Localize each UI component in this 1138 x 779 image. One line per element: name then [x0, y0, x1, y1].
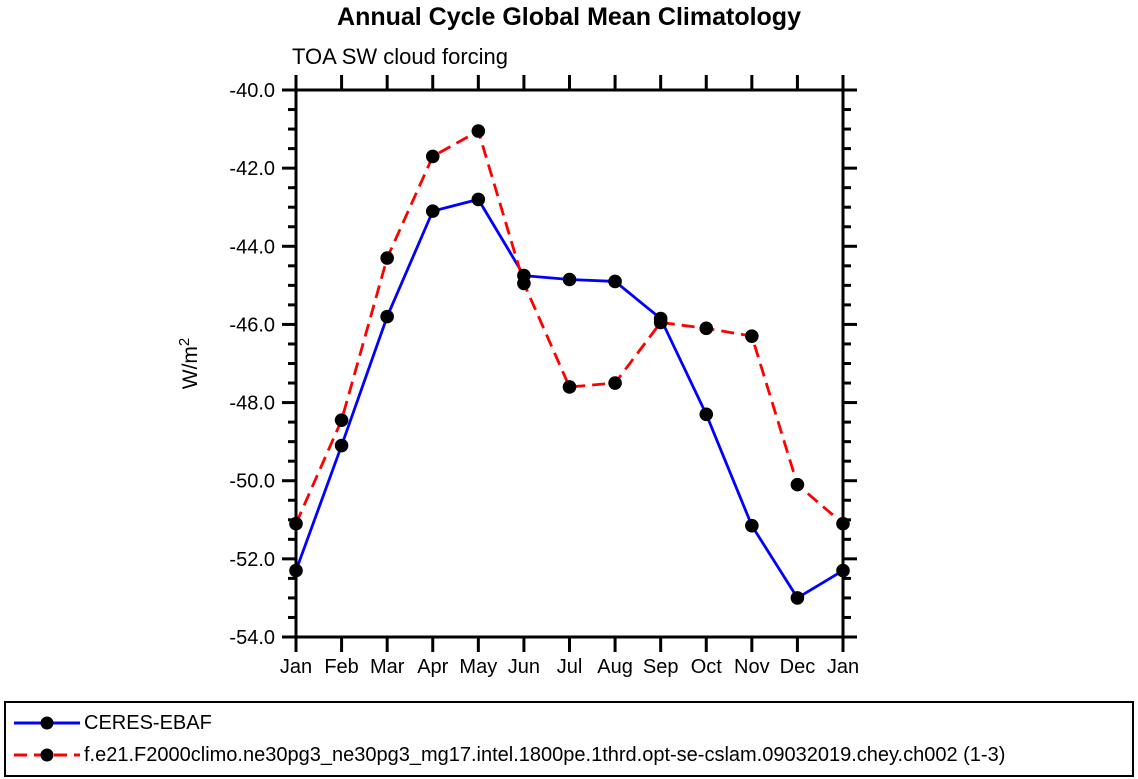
series-line-ceres-ebaf — [294, 197, 844, 600]
data-point-marker — [289, 516, 303, 531]
x-tick-label: Oct — [691, 656, 723, 678]
data-point-marker — [699, 321, 714, 336]
data-point-marker — [517, 276, 531, 291]
x-tick-label: Feb — [324, 656, 358, 678]
data-point-marker — [334, 413, 349, 427]
x-tick-label: Nov — [734, 656, 770, 678]
x-tick-label: Jan — [280, 656, 312, 678]
data-point-marker — [790, 591, 805, 605]
data-point-marker — [699, 407, 714, 422]
y-tick-label: -48.0 — [229, 393, 275, 415]
legend-marker-dot-icon — [40, 748, 54, 762]
y-tick-label: -46.0 — [229, 314, 275, 336]
y-tick-label: -40.0 — [229, 80, 275, 102]
y-tick-label: -44.0 — [229, 236, 275, 258]
plot-frame — [294, 88, 845, 639]
data-point-marker — [653, 315, 668, 330]
data-point-marker — [289, 563, 303, 578]
data-point-marker — [745, 329, 759, 343]
data-point-marker — [745, 518, 759, 533]
x-tick-label: Jun — [508, 656, 540, 678]
data-point-marker — [425, 204, 440, 218]
data-point-marker — [380, 251, 394, 265]
y-tick-label: -52.0 — [229, 549, 275, 571]
chart-title: Annual Cycle Global Mean Climatology — [337, 3, 801, 31]
chart-subtitle: TOA SW cloud forcing — [292, 44, 509, 69]
x-tick-label: Sep — [643, 656, 679, 678]
series-line-model — [294, 129, 844, 525]
annual-cycle-line-chart: -40.0 -42.0 -44.0 -46.0 -48.0 -50.0 -52.0 -54.0… — [176, 75, 859, 678]
x-tick-label: Jan — [827, 656, 859, 678]
data-point-marker — [425, 149, 440, 164]
legend-box: CERES-EBAF f.e21.F2000climo.ne30pg3_ne30… — [4, 701, 1134, 777]
legend-item-model-run: f.e21.F2000climo.ne30pg3_ne30pg3_mg17.in… — [12, 743, 1126, 767]
data-point-marker — [471, 192, 486, 207]
x-tick-label: May — [459, 656, 497, 678]
y-tick-label: -50.0 — [229, 471, 275, 493]
data-point-marker — [380, 309, 394, 324]
y-axis-label: W/m2 — [176, 338, 202, 390]
x-tick-label: Aug — [597, 656, 633, 678]
x-tick-label: Dec — [780, 656, 816, 678]
legend-label-ceres-ebaf: CERES-EBAF — [84, 711, 212, 734]
x-tick-label: Apr — [417, 656, 448, 678]
legend-swatch-dashed-line-icon — [14, 748, 80, 762]
legend-label-model-run: f.e21.F2000climo.ne30pg3_ne30pg3_mg17.in… — [84, 743, 1006, 766]
data-point-marker — [608, 274, 622, 289]
legend-item-ceres-ebaf: CERES-EBAF — [12, 711, 1126, 735]
y-tick-label: -54.0 — [229, 627, 275, 649]
data-point-marker — [471, 124, 486, 138]
data-point-marker — [836, 516, 850, 531]
legend-swatch-solid-line-icon — [14, 716, 80, 730]
data-point-marker — [562, 272, 577, 287]
data-point-marker — [790, 477, 805, 492]
x-tick-label: Mar — [370, 656, 405, 678]
data-point-marker — [334, 438, 349, 453]
data-point-marker — [608, 376, 622, 390]
data-point-marker — [836, 563, 850, 578]
data-point-marker — [562, 380, 577, 394]
x-tick-label: Jul — [557, 656, 583, 678]
y-tick-label: -42.0 — [229, 158, 275, 180]
legend-marker-dot-icon — [40, 716, 54, 730]
